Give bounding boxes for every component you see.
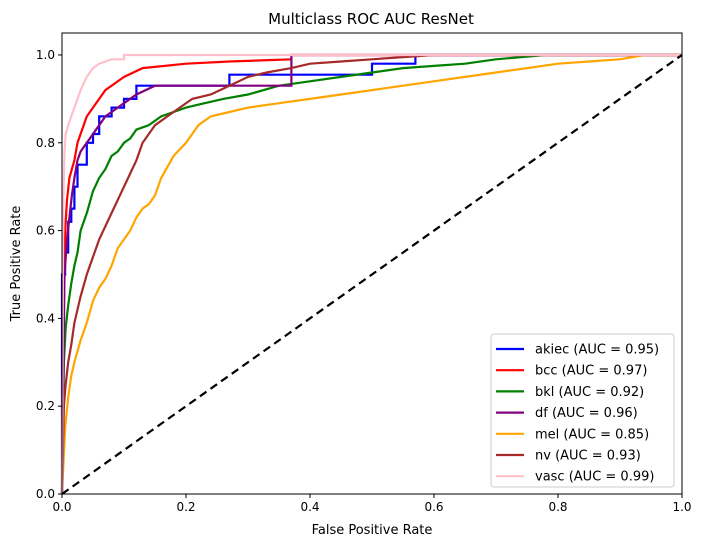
roc-line-bcc bbox=[60, 53, 682, 495]
chart-title: Multiclass ROC AUC ResNet bbox=[268, 10, 474, 28]
y-tick-label: 0.2 bbox=[36, 399, 55, 413]
legend-entry-label: bkl (AUC = 0.92) bbox=[535, 385, 644, 400]
y-axis-ticks: 0.0 0.2 0.4 0.6 0.8 1.0 bbox=[36, 48, 62, 501]
x-axis-label: False Positive Rate bbox=[312, 523, 433, 538]
y-tick-label: 1.0 bbox=[36, 48, 55, 62]
legend-entry-label: mel (AUC = 0.85) bbox=[535, 427, 649, 442]
legend-entry-label: akiec (AUC = 0.95) bbox=[535, 343, 659, 358]
y-tick-label: 0.4 bbox=[36, 311, 55, 325]
y-axis-label: True Positive Rate bbox=[9, 206, 24, 323]
x-axis-ticks: 0.0 0.2 0.4 0.6 0.8 1.0 bbox=[52, 494, 692, 514]
y-tick-label: 0.6 bbox=[36, 224, 55, 238]
plot-lines bbox=[60, 53, 683, 495]
roc-line-vasc bbox=[60, 53, 682, 495]
legend-entry-label: nv (AUC = 0.93) bbox=[535, 449, 641, 464]
x-tick-label: 0.4 bbox=[300, 500, 319, 514]
x-tick-label: 0.0 bbox=[52, 500, 71, 514]
legend-box bbox=[490, 333, 675, 488]
x-tick-label: 0.8 bbox=[548, 500, 567, 514]
legend-entry-label: vasc (AUC = 0.99) bbox=[535, 470, 654, 485]
roc-line-nv bbox=[60, 53, 682, 495]
legend-entry-label: bcc (AUC = 0.97) bbox=[535, 364, 647, 379]
x-tick-label: 0.6 bbox=[424, 500, 443, 514]
legend: akiec (AUC = 0.95) bcc (AUC = 0.97) bkl (A… bbox=[490, 333, 675, 488]
x-tick-label: 1.0 bbox=[672, 500, 691, 514]
roc-line-df bbox=[60, 53, 682, 495]
plot-frame bbox=[61, 32, 683, 495]
chance-diagonal-line bbox=[61, 54, 683, 495]
y-tick-label: 0.8 bbox=[36, 136, 55, 150]
x-tick-label: 0.2 bbox=[176, 500, 195, 514]
y-tick-label: 0.0 bbox=[36, 487, 55, 501]
roc-line-mel bbox=[60, 53, 682, 495]
roc-line-bkl bbox=[60, 53, 682, 495]
legend-entry-label: df (AUC = 0.96) bbox=[535, 406, 638, 421]
